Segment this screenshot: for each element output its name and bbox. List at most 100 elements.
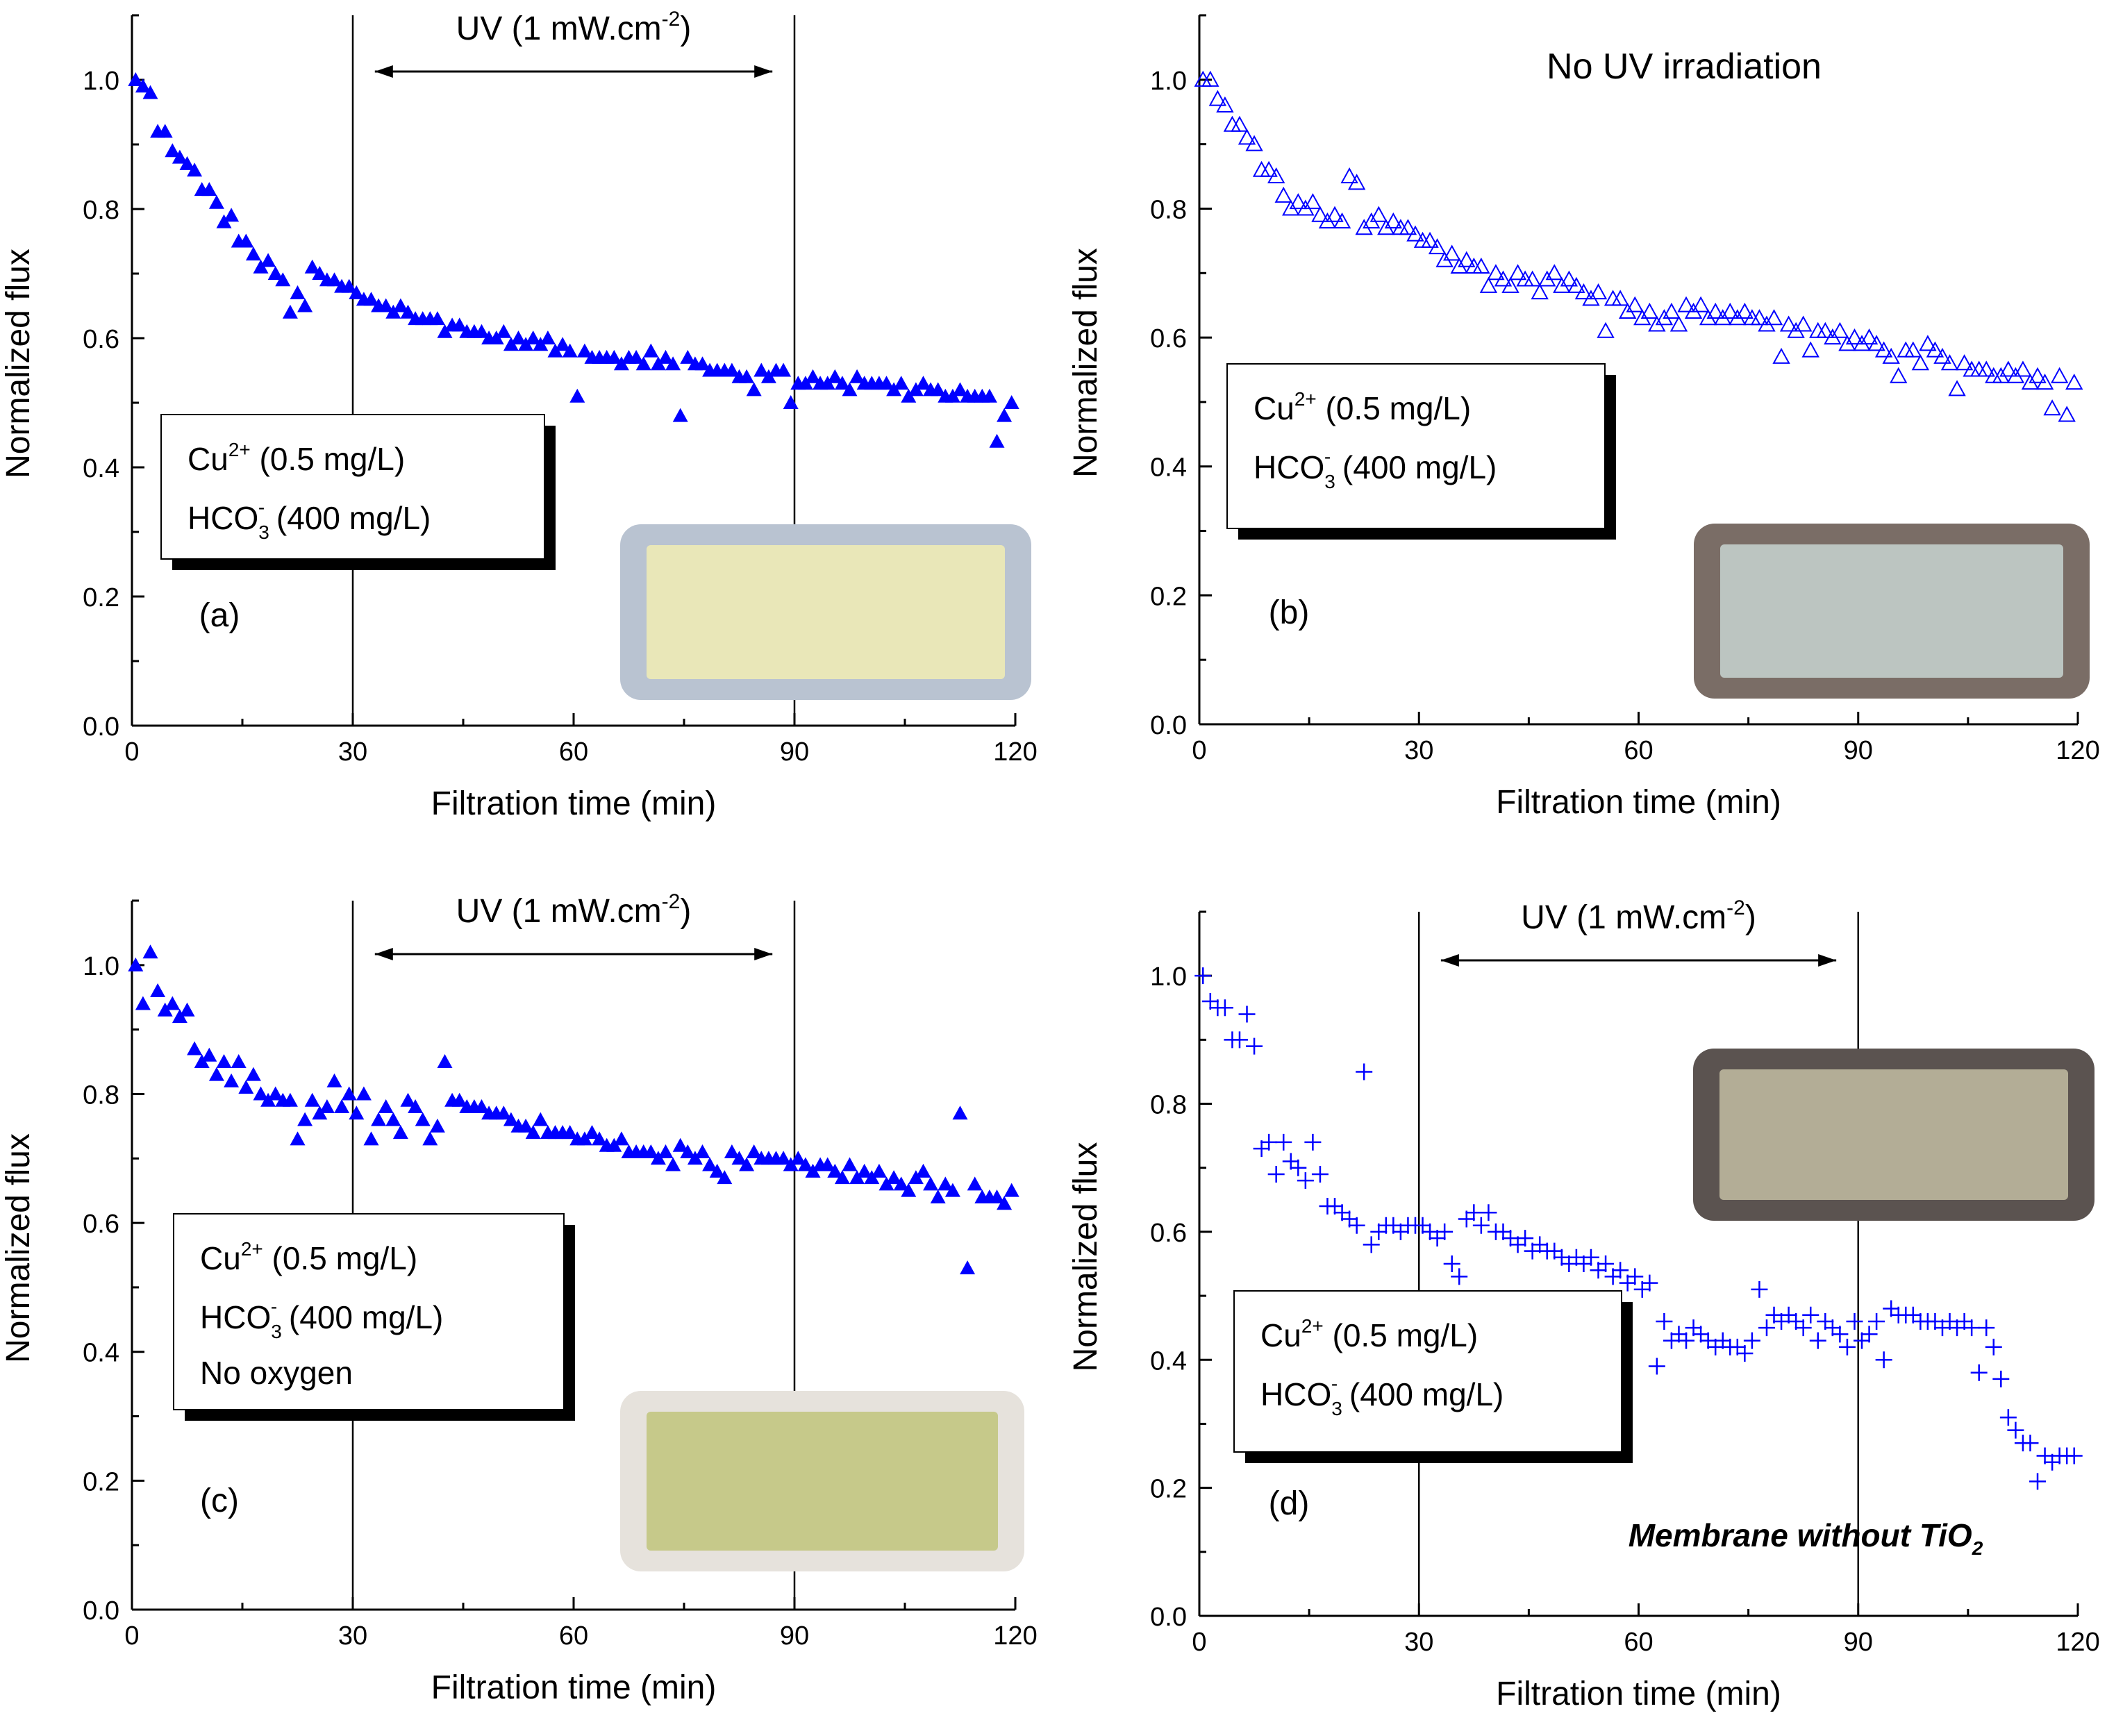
data-point <box>1692 296 1710 312</box>
data-point <box>1582 1249 1599 1266</box>
data-point <box>746 1144 762 1158</box>
data-point <box>1963 1319 1981 1337</box>
data-point <box>1846 1312 1863 1330</box>
data-point <box>1794 1319 1812 1337</box>
uv-label: UV (1 mW.cm-2) <box>1521 896 1756 936</box>
data-point <box>496 324 512 338</box>
data-point <box>584 1125 600 1140</box>
y-tick-label: 0.2 <box>83 583 119 612</box>
x-tick-label: 60 <box>559 1621 588 1651</box>
uv-arrow-head-left <box>374 948 393 960</box>
membrane-photo <box>620 1391 1024 1571</box>
x-tick-label: 60 <box>1624 1628 1653 1657</box>
data-point <box>392 1125 408 1140</box>
legend-frame <box>1226 363 1606 529</box>
legend-frame <box>173 1213 565 1410</box>
x-tick-label: 0 <box>124 1621 139 1651</box>
data-point <box>952 1105 968 1120</box>
data-point <box>1678 1332 1695 1349</box>
data-point <box>1969 360 1988 377</box>
x-tick-label: 30 <box>338 1621 367 1651</box>
membrane-photo <box>620 524 1031 700</box>
data-point <box>2043 399 2061 416</box>
data-point <box>525 331 541 344</box>
data-point <box>1501 276 1519 293</box>
legend-copper-charge: 2+ <box>1294 388 1317 410</box>
membrane-photo-surface <box>1719 1069 2068 1200</box>
data-point <box>415 1112 431 1126</box>
data-point <box>1611 290 1629 306</box>
x-tick-label: 60 <box>1624 736 1653 765</box>
legend-copper-charge: 2+ <box>1301 1315 1324 1337</box>
data-point <box>842 382 858 397</box>
y-tick-label: 0.4 <box>1150 1346 1187 1376</box>
data-point <box>510 331 526 344</box>
data-point <box>1831 322 1849 338</box>
y-tick-label: 0.0 <box>1150 1603 1187 1632</box>
data-point <box>805 369 821 383</box>
data-point <box>1977 360 1995 377</box>
x-tick-label: 90 <box>780 1621 809 1651</box>
data-point <box>349 285 365 299</box>
panel-label: (a) <box>199 597 240 634</box>
data-point <box>878 376 894 390</box>
data-point <box>1574 283 1593 300</box>
data-point <box>474 1099 490 1114</box>
y-tick-label: 1.0 <box>83 952 119 981</box>
data-point <box>1216 96 1234 112</box>
data-point <box>1531 283 1549 300</box>
data-point <box>1304 1133 1322 1151</box>
data-point <box>1326 206 1344 222</box>
y-tick-label: 0.0 <box>83 712 119 742</box>
data-point <box>356 1086 372 1101</box>
legend-copper-charge: 2+ <box>228 439 251 460</box>
data-point <box>694 356 710 371</box>
annotation-sub: 2 <box>1972 1537 1983 1559</box>
legend-bicarbonate-charge: - <box>258 496 265 518</box>
data-point <box>1801 341 1819 358</box>
x-tick-label: 0 <box>1192 736 1206 765</box>
uv-label-main: UV (1 mW.cm <box>1521 899 1726 936</box>
data-point <box>2058 406 2076 422</box>
data-point <box>172 149 188 164</box>
membrane-photo-surface <box>1720 544 2063 678</box>
data-point <box>562 343 578 358</box>
data-point <box>643 343 659 358</box>
uv-label-main: UV (1 mW.cm <box>456 10 662 47</box>
data-point <box>245 247 261 261</box>
data-point <box>1304 193 1322 210</box>
data-point <box>1290 1159 1307 1176</box>
data-point <box>923 1176 939 1191</box>
data-point <box>135 996 151 1010</box>
membrane-photo <box>1694 524 2090 699</box>
data-point <box>658 1144 674 1158</box>
data-point <box>1260 160 1278 177</box>
data-point <box>1260 1133 1278 1151</box>
data-point <box>1406 225 1424 242</box>
data-point <box>739 1157 755 1171</box>
data-point <box>1428 238 1447 255</box>
data-point <box>1545 264 1563 281</box>
data-point <box>245 1067 261 1081</box>
data-point <box>224 1073 240 1087</box>
data-point <box>1926 341 1944 358</box>
y-tick-label: 0.8 <box>1150 1091 1187 1120</box>
data-point <box>1845 328 1864 345</box>
data-point <box>753 362 769 377</box>
x-axis-label: Filtration time (min) <box>1496 784 1781 821</box>
data-point <box>1443 1255 1460 1272</box>
data-point <box>952 382 968 397</box>
data-series-flux <box>128 72 1019 448</box>
chart-panel-c: 0 30 60 90 120 0.0 0.2 0.4 0.6 0.8 1.0 Filtration t… <box>0 890 1038 1706</box>
data-point <box>2065 1447 2083 1464</box>
data-point <box>1663 302 1681 319</box>
data-series-flux <box>1194 70 2083 422</box>
data-point <box>1735 302 1754 319</box>
data-point <box>1648 1358 1665 1375</box>
data-point <box>1867 335 1885 351</box>
data-point <box>842 1157 858 1171</box>
uv-arrow-head-right <box>754 65 773 78</box>
data-point <box>474 324 490 338</box>
data-point <box>665 1157 681 1171</box>
